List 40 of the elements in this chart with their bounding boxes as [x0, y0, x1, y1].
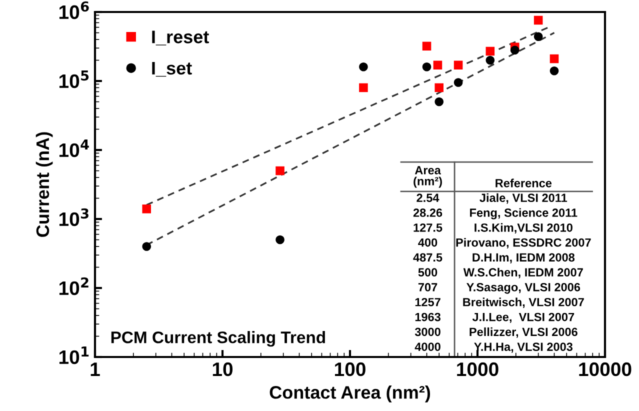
x-axis-title: Contact Area (nm²) — [270, 386, 430, 402]
annotation: D.H.Im, IEDM 2008 — [472, 253, 575, 264]
annotation: Area (nm²) — [414, 166, 442, 188]
annotation: 487.5 — [413, 253, 442, 262]
annotation: Jiale, VLSI 2011 — [480, 193, 568, 204]
y-tick-label: 10$^{3}$ — [59, 208, 88, 226]
annotation: 28.26 — [413, 208, 442, 217]
y-tick-label: 10$^{4}$ — [59, 140, 89, 158]
x-tick-label: 10 — [212, 362, 233, 376]
annotation: PCM Current Scaling Trend — [111, 331, 325, 347]
annotation: 4000 — [414, 342, 440, 351]
y-tick-label: 10$^{6}$ — [59, 1, 89, 20]
annotation: Pellizzer, VLSI 2006 — [470, 327, 578, 338]
y-tick-label: 10$^{5}$ — [59, 70, 89, 88]
annotation: 707 — [418, 283, 438, 292]
annotation: J.I.Lee, VLSI 2007 — [472, 312, 574, 323]
y-tick-label: 10$^{2}$ — [59, 277, 88, 296]
legend-label: I_reset — [152, 30, 209, 46]
x-tick-label: 10000 — [579, 362, 632, 376]
annotation: Pirovano, ESSDRC 2007 — [456, 238, 591, 248]
x-tick-label: 1000 — [457, 362, 498, 376]
annotation: Y.Sasago, VLSI 2006 — [466, 282, 580, 294]
annotation: 500 — [418, 268, 438, 277]
x-tick-label: 1 — [90, 362, 100, 376]
annotation: Reference — [496, 178, 552, 188]
annotation: 3000 — [414, 328, 440, 336]
y-axis-title: Current (nA) — [36, 132, 53, 237]
annotation: Feng, Science 2011 — [470, 208, 578, 220]
annotation: W.S.Chen, IEDM 2007 — [463, 268, 583, 278]
annotation: 2.54 — [416, 194, 440, 202]
annotation: I.S.Kim,VLSI 2010 — [474, 223, 572, 234]
x-tick-label: 100 — [335, 362, 366, 376]
annotation: 1963 — [415, 312, 440, 322]
legend-label: I_set — [152, 62, 192, 77]
annotation: Breitwisch, VLSI 2007 — [463, 298, 584, 308]
y-tick-label: 10$^{1}$ — [59, 346, 89, 364]
annotation: 127.5 — [414, 223, 442, 232]
annotation: 400 — [418, 238, 438, 247]
annotation: Y.H.Ha, VLSI 2003 — [474, 342, 573, 353]
annotation: 1257 — [415, 298, 440, 306]
